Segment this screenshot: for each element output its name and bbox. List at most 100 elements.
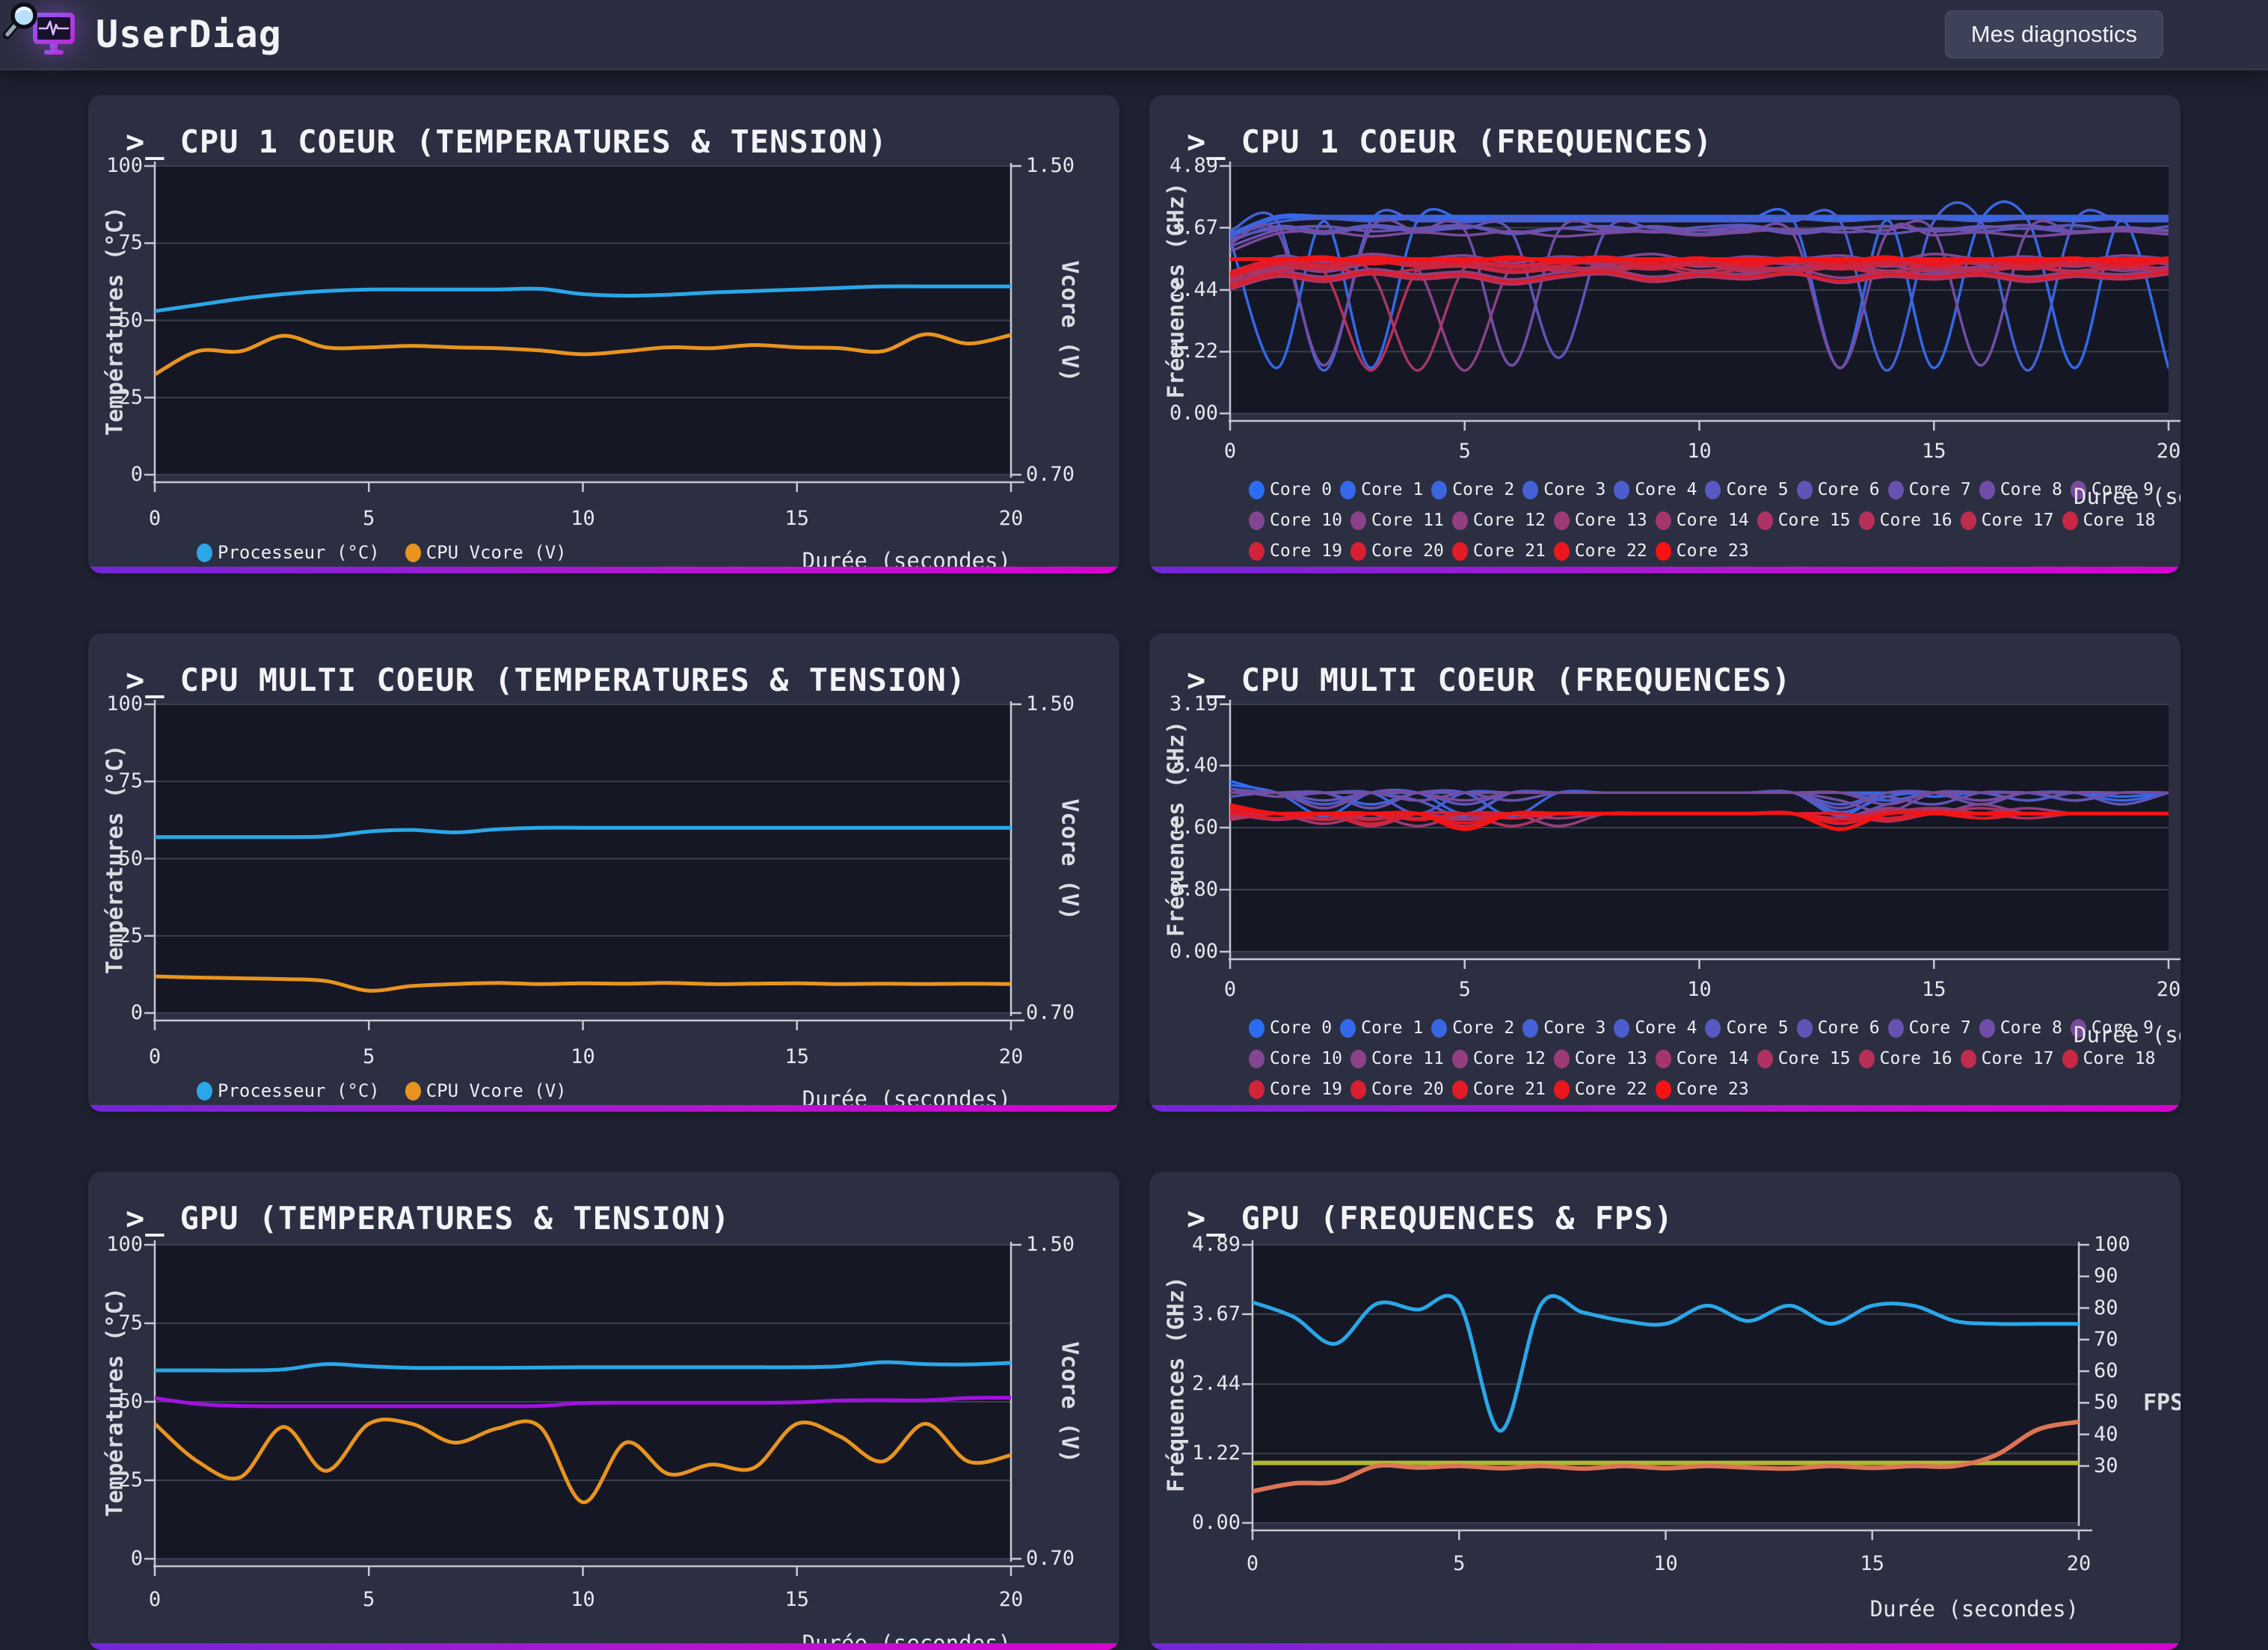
legend-dot [1553,541,1570,561]
legend-label: CPU Vcore (V) [425,542,567,563]
legend-item: Core 13 [1553,1049,1647,1068]
legend-dot [1522,480,1539,499]
chart-title-text: CPU 1 COEUR (FREQUENCES) [1241,123,1713,160]
legend-item: Core 9 [2070,1018,2154,1038]
legend-item: Core 14 [1655,511,1749,530]
legend-item: Processeur (°C) [197,542,380,563]
x-axis-tick-label: 5 [363,1588,375,1611]
card-accent-bar [1149,1643,2181,1650]
legend-label: Core 21 [1472,541,1546,561]
series-line-core-21 [1230,270,2169,289]
left-axis-tick-label: 25 [118,923,143,947]
right-axis-tick-label: 1.50 [1026,154,1075,177]
legend-row: Core 0 Core 1 Core 2 Core 3 Core 4 Core 5 Core… [1249,1018,2154,1038]
legend-item: Core 18 [2062,511,2155,530]
legend-dot [1249,1018,1264,1038]
x-axis-tick-label: 5 [363,1045,375,1068]
legend-dot [1249,511,1264,530]
legend-label: Core 21 [1472,1080,1546,1099]
legend-dot [405,543,421,562]
legend-label: Core 12 [1472,1049,1546,1068]
right-axis-tick-label: 100 [2094,1233,2130,1256]
card-cpu-single-temp-tension: >_ CPU 1 COEUR (TEMPERATURES & TENSION) … [88,95,1119,573]
legend-label: Core 11 [1371,1049,1444,1068]
left-axis-tick-label: 4.89 [1191,1233,1241,1256]
legend-label: CPU Vcore (V) [425,1080,567,1101]
magnifier-icon[interactable] [2,2,2232,55]
terminal-prompt-icon: >_ [126,123,165,160]
x-axis-tick-label: 0 [148,507,162,530]
chart-canvas [144,1240,1024,1576]
chart-title-text: CPU MULTI COEUR (FREQUENCES) [1241,662,1792,698]
left-axis-tick-label: 3.67 [1169,215,1218,239]
legend-item: Core 12 [1451,511,1546,530]
legend-item: Core 0 [1249,1018,1332,1038]
chart-title: >_ GPU (TEMPERATURES & TENSION) [126,1200,731,1237]
legend-dot [1350,511,1366,530]
legend-row: Core 10 Core 11 Core 12 Core 13 Core 14 Core … [1249,1049,2155,1068]
legend-label: Core 19 [1270,1080,1342,1099]
legend-label: Core 15 [1777,511,1851,530]
x-axis-tick-label: 15 [784,1045,809,1068]
legend-dot [1451,511,1468,530]
legend-label: Core 7 [1908,480,1971,499]
x-axis-tick-label: 10 [571,1588,595,1611]
legend-dot [1249,541,1264,561]
legend-item: Core 11 [1350,1049,1444,1068]
legend-label: Core 7 [1908,1018,1971,1038]
terminal-prompt-icon: >_ [126,662,165,698]
legend-label: Processeur (°C) [218,1080,380,1101]
right-axis-tick-label: 30 [2094,1453,2118,1477]
legend-item: Core 2 [1431,480,1514,499]
legend-item: Processeur (°C) [197,1080,380,1101]
left-axis-tick-label: 3.19 [1169,692,1218,715]
legend-label: Core 0 [1270,1018,1333,1038]
left-axis-title: Fréquences (GHz) [1163,1276,1190,1492]
legend-item: Core 6 [1796,480,1880,499]
series-line-core-23 [1230,804,2169,831]
legend-dot [1451,1049,1468,1068]
legend-item: Core 17 [1960,511,2054,530]
left-axis-tick-label: 50 [118,308,143,332]
x-axis-tick-label: 15 [784,507,809,530]
legend-dot [1655,541,1671,561]
legend-label: Core 20 [1371,1080,1444,1099]
legend-dot [1979,1018,1995,1038]
legend-item: Core 14 [1655,1049,1749,1068]
dashboard-grid: >_ CPU 1 COEUR (TEMPERATURES & TENSION) … [0,70,2268,1650]
left-axis-tick-label: 0 [130,1001,143,1024]
legend-item: Core 23 [1655,1080,1749,1099]
legend-dot [1960,511,1976,530]
left-axis-tick-label: 50 [118,1390,143,1413]
legend-item: Core 9 [2070,480,2154,499]
x-axis-tick-label: 15 [1921,440,1946,463]
legend-dot [1431,480,1448,499]
my-diagnostics-button[interactable]: Mes diagnostics [1944,10,2163,58]
legend-label: Core 3 [1543,480,1606,499]
legend-dot [1350,1049,1366,1068]
legend-dot [1655,1080,1671,1099]
chart-title-text: CPU MULTI COEUR (TEMPERATURES & TENSION) [179,662,967,698]
monitor-pulse-logo-icon[interactable] [31,11,76,58]
legend-label: Core 22 [1574,541,1647,561]
legend-label: Core 17 [1981,511,2054,530]
legend-dot [1553,1080,1570,1099]
left-axis-tick-label: 2.40 [1169,753,1218,777]
card-cpu-multi-frequencies: >_ CPU MULTI COEUR (FREQUENCES) 3.19 2.40… [1149,633,2181,1112]
legend-label: Core 19 [1270,541,1342,561]
left-axis-tick-label: 0 [130,463,143,486]
left-axis-tick-label: 2.44 [1191,1372,1241,1396]
right-axis-tick-label: 40 [2094,1422,2118,1446]
chart-plot: 4.89 3.67 2.44 1.22 0.00 0 5 10 15 20 100 90 80 70 60 5… [1149,1172,2181,1650]
chart-canvas [144,161,1024,492]
legend-item: Core 18 [2062,1049,2155,1068]
legend-dot [1614,1018,1630,1038]
legend-label: Core 4 [1635,480,1697,499]
chart-title-text: CPU 1 COEUR (TEMPERATURES & TENSION) [179,123,888,160]
legend-item: Core 22 [1553,1080,1647,1099]
card-accent-bar [88,1105,1119,1112]
legend-label: Core 12 [1472,511,1546,530]
x-axis-tick-label: 10 [571,1045,595,1068]
x-axis-tick-label: 5 [1453,1552,1466,1575]
chart-canvas [1242,1240,2092,1540]
